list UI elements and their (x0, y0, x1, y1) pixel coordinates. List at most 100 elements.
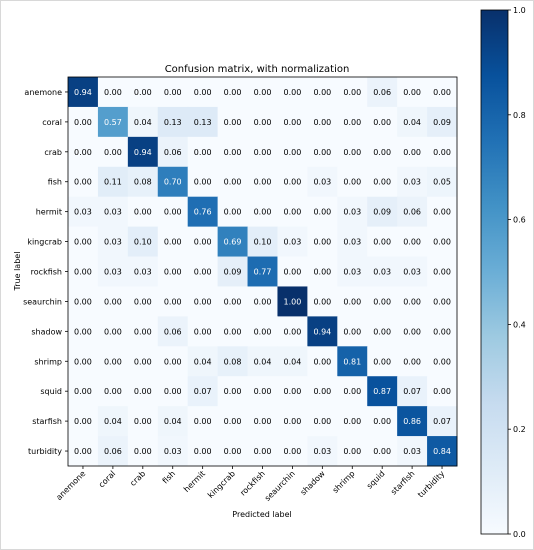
cell-value-label: 0.00 (224, 148, 242, 157)
colorbar-tick-label: 0.0 (513, 530, 526, 539)
cell-value-label: 0.06 (164, 327, 182, 336)
heatmap-cell (397, 256, 428, 287)
heatmap-cell (367, 226, 398, 258)
cell-value-label: 0.00 (74, 178, 92, 187)
heatmap-cell (247, 166, 278, 198)
cell-value-label: 0.00 (313, 208, 331, 217)
chart-title: Confusion matrix, with normalization (165, 64, 350, 75)
heatmap-cell (127, 77, 159, 108)
heatmap-cell (427, 196, 458, 228)
cell-value-label: 0.00 (164, 88, 182, 97)
heatmap-cell (187, 166, 219, 198)
cell-value-label: 0.03 (284, 238, 302, 247)
colorbar-tick-label: 1.0 (513, 6, 526, 15)
heatmap-cell (127, 316, 159, 347)
heatmap-cell (277, 256, 308, 287)
cell-value-label: 0.03 (403, 447, 421, 456)
cell-value-label: 0.00 (74, 238, 92, 247)
cell-value-label: 0.03 (343, 208, 361, 217)
heatmap-cell (277, 77, 308, 108)
cell-value-label: 0.00 (194, 88, 212, 97)
cell-value-label: 0.05 (433, 178, 451, 187)
cell-value-label: 0.00 (104, 327, 122, 336)
heatmap-cell (307, 346, 338, 377)
heatmap-cell (68, 256, 99, 287)
heatmap-cell (427, 256, 458, 287)
heatmap-cell (247, 256, 278, 287)
cell-value-label: 0.03 (104, 208, 122, 217)
cell-value-label: 0.00 (313, 118, 331, 127)
heatmap-cell (127, 226, 159, 258)
cell-value-label: 0.00 (403, 327, 421, 336)
heatmap-cell (307, 166, 338, 198)
y-tick-label: starfish (32, 417, 62, 426)
cell-value-label: 0.03 (313, 178, 331, 187)
cell-value-label: 0.00 (343, 297, 361, 306)
heatmap-cell (157, 106, 189, 138)
heatmap-cell (68, 106, 99, 138)
cell-value-label: 0.00 (104, 357, 122, 366)
heatmap-cell (427, 436, 458, 467)
cell-value-label: 0.69 (224, 238, 242, 247)
heatmap-cell (127, 406, 159, 437)
cell-value-label: 0.03 (104, 268, 122, 277)
heatmap-cell (307, 226, 338, 258)
cell-value-label: 0.04 (254, 357, 272, 366)
cell-value-label: 0.00 (284, 268, 302, 277)
cell-value-label: 0.00 (74, 148, 92, 157)
heatmap-cell (68, 77, 99, 108)
cell-value-label: 0.00 (254, 417, 272, 426)
cell-value-label: 0.86 (403, 417, 421, 426)
heatmap-cell (307, 436, 338, 467)
heatmap-cell (397, 406, 428, 437)
cell-value-label: 0.00 (284, 118, 302, 127)
heatmap-cell (367, 406, 398, 437)
cell-value-label: 0.00 (284, 88, 302, 97)
heatmap-cell (157, 77, 189, 108)
heatmap-cell (127, 106, 159, 138)
heatmap-cell (97, 376, 129, 407)
heatmap-cell (337, 166, 368, 198)
cell-value-label: 0.00 (224, 118, 242, 127)
cell-value-label: 0.00 (343, 118, 361, 127)
cell-value-label: 0.00 (134, 387, 152, 396)
heatmap-cell (307, 136, 338, 168)
cell-value-label: 0.00 (224, 327, 242, 336)
colorbar-tick-label: 0.4 (513, 320, 526, 329)
cell-value-label: 0.00 (343, 417, 361, 426)
heatmap-cell (157, 166, 189, 198)
heatmap-cell (277, 196, 308, 228)
heatmap-cell (427, 226, 458, 258)
heatmap-cell (307, 376, 338, 407)
cell-value-label: 0.94 (74, 88, 92, 97)
cell-value-label: 0.00 (254, 88, 272, 97)
heatmap-cell (337, 226, 368, 258)
heatmap-cell (127, 346, 159, 377)
cell-value-label: 0.00 (134, 357, 152, 366)
cell-value-label: 0.03 (403, 268, 421, 277)
cell-value-label: 0.00 (343, 178, 361, 187)
heatmap-cell (157, 226, 189, 258)
heatmap-cell (187, 256, 219, 287)
heatmap-cell (97, 166, 129, 198)
cell-value-label: 0.00 (403, 238, 421, 247)
cell-value-label: 0.00 (194, 447, 212, 456)
heatmap-cell (397, 166, 428, 198)
x-tick-label: starfish (389, 469, 416, 496)
cell-value-label: 0.00 (313, 387, 331, 396)
heatmap-cell (127, 136, 159, 168)
x-tick-label: kingcrab (206, 469, 237, 500)
heatmap-cell (127, 286, 159, 317)
cell-value-label: 0.00 (373, 357, 391, 366)
cell-value-label: 0.77 (254, 268, 272, 277)
cell-value-label: 0.07 (403, 387, 421, 396)
heatmap-cell (277, 286, 308, 317)
cell-value-label: 0.76 (194, 208, 212, 217)
heatmap-cell (427, 376, 458, 407)
cell-value-label: 0.00 (433, 208, 451, 217)
heatmap-cell (337, 406, 368, 437)
cell-value-label: 0.00 (194, 417, 212, 426)
cell-value-label: 0.00 (343, 148, 361, 157)
heatmap-cell (307, 256, 338, 287)
